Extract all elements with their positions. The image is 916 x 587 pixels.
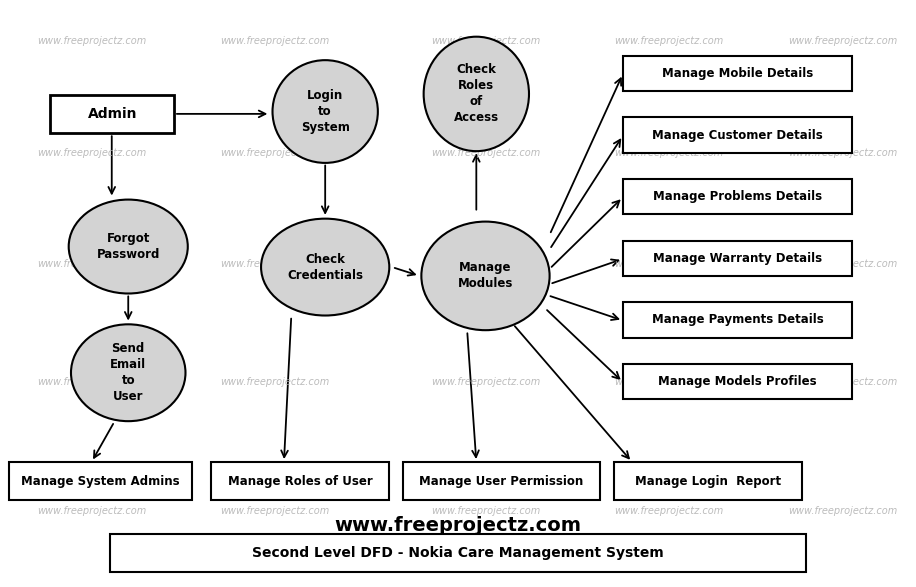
FancyBboxPatch shape	[211, 462, 389, 500]
Text: Admin: Admin	[87, 107, 137, 121]
Text: www.freeprojectz.com: www.freeprojectz.com	[614, 505, 724, 516]
Ellipse shape	[423, 36, 529, 151]
FancyBboxPatch shape	[50, 95, 174, 133]
FancyBboxPatch shape	[9, 462, 192, 500]
Ellipse shape	[273, 60, 377, 163]
Text: Manage Login  Report: Manage Login Report	[635, 474, 780, 488]
Text: www.freeprojectz.com: www.freeprojectz.com	[614, 36, 724, 46]
Text: www.freeprojectz.com: www.freeprojectz.com	[220, 376, 330, 387]
FancyBboxPatch shape	[623, 179, 852, 214]
Text: Manage Payments Details: Manage Payments Details	[651, 313, 823, 326]
Text: www.freeprojectz.com: www.freeprojectz.com	[431, 376, 540, 387]
Text: Check
Credentials: Check Credentials	[288, 252, 363, 282]
Text: Second Level DFD - Nokia Care Management System: Second Level DFD - Nokia Care Management…	[252, 546, 664, 560]
Text: www.freeprojectz.com: www.freeprojectz.com	[614, 147, 724, 158]
Text: Manage System Admins: Manage System Admins	[21, 474, 180, 488]
FancyBboxPatch shape	[403, 462, 600, 500]
Text: www.freeprojectz.com: www.freeprojectz.com	[788, 36, 898, 46]
Text: Manage Warranty Details: Manage Warranty Details	[653, 252, 822, 265]
Text: www.freeprojectz.com: www.freeprojectz.com	[788, 147, 898, 158]
Text: Manage Problems Details: Manage Problems Details	[653, 190, 822, 203]
FancyBboxPatch shape	[623, 117, 852, 153]
Text: Send
Email
to
User: Send Email to User	[110, 342, 147, 403]
Text: www.freeprojectz.com: www.freeprojectz.com	[220, 505, 330, 516]
FancyBboxPatch shape	[623, 364, 852, 399]
Text: www.freeprojectz.com: www.freeprojectz.com	[37, 376, 147, 387]
Text: www.freeprojectz.com: www.freeprojectz.com	[37, 259, 147, 269]
Text: www.freeprojectz.com: www.freeprojectz.com	[220, 147, 330, 158]
FancyBboxPatch shape	[623, 302, 852, 338]
Text: Manage Models Profiles: Manage Models Profiles	[658, 375, 817, 388]
Text: www.freeprojectz.com: www.freeprojectz.com	[431, 147, 540, 158]
FancyBboxPatch shape	[623, 241, 852, 276]
Text: www.freeprojectz.com: www.freeprojectz.com	[220, 36, 330, 46]
Text: www.freeprojectz.com: www.freeprojectz.com	[431, 259, 540, 269]
Text: www.freeprojectz.com: www.freeprojectz.com	[788, 376, 898, 387]
Text: www.freeprojectz.com: www.freeprojectz.com	[220, 259, 330, 269]
Text: Manage User Permission: Manage User Permission	[420, 474, 583, 488]
FancyBboxPatch shape	[623, 56, 852, 91]
Text: www.freeprojectz.com: www.freeprojectz.com	[37, 36, 147, 46]
Text: www.freeprojectz.com: www.freeprojectz.com	[788, 259, 898, 269]
Text: Manage Mobile Details: Manage Mobile Details	[661, 67, 813, 80]
Text: www.freeprojectz.com: www.freeprojectz.com	[614, 259, 724, 269]
Text: www.freeprojectz.com: www.freeprojectz.com	[788, 505, 898, 516]
Text: www.freeprojectz.com: www.freeprojectz.com	[431, 505, 540, 516]
Ellipse shape	[71, 324, 185, 421]
Ellipse shape	[261, 218, 389, 316]
Text: www.freeprojectz.com: www.freeprojectz.com	[614, 376, 724, 387]
Text: Forgot
Password: Forgot Password	[96, 232, 160, 261]
Text: www.freeprojectz.com: www.freeprojectz.com	[431, 36, 540, 46]
Ellipse shape	[69, 200, 188, 294]
Text: www.freeprojectz.com: www.freeprojectz.com	[334, 516, 582, 535]
Text: Manage Roles of User: Manage Roles of User	[227, 474, 373, 488]
Text: Manage
Modules: Manage Modules	[458, 261, 513, 291]
Text: Check
Roles
of
Access: Check Roles of Access	[453, 63, 499, 124]
FancyBboxPatch shape	[614, 462, 802, 500]
FancyBboxPatch shape	[110, 534, 806, 572]
Text: www.freeprojectz.com: www.freeprojectz.com	[37, 147, 147, 158]
Text: Manage Customer Details: Manage Customer Details	[652, 129, 823, 141]
Text: www.freeprojectz.com: www.freeprojectz.com	[37, 505, 147, 516]
Ellipse shape	[421, 221, 550, 330]
Text: Login
to
System: Login to System	[300, 89, 350, 134]
